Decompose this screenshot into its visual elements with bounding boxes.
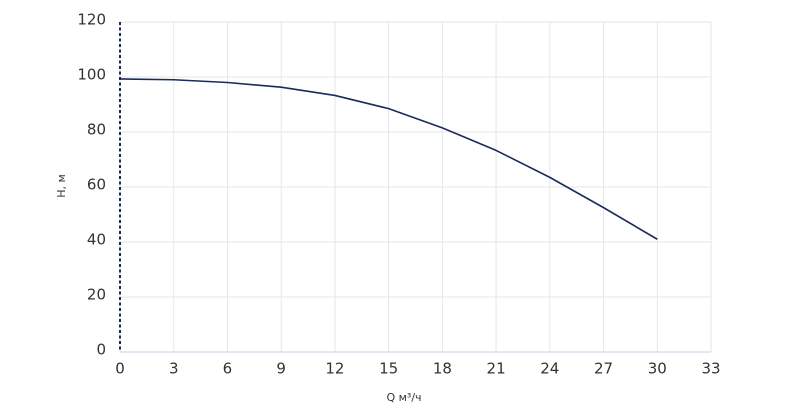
- x-tick-label: 9: [276, 360, 286, 378]
- y-tick-label: 60: [87, 176, 106, 194]
- x-tick-label: 33: [701, 360, 720, 378]
- x-tick-label: 21: [487, 360, 506, 378]
- y-tick-label: 40: [87, 231, 106, 249]
- y-tick-label: 120: [77, 11, 106, 29]
- y-tick-label: 0: [96, 341, 106, 359]
- y-tick-label: 80: [87, 121, 106, 139]
- y-axis-label: H, м: [55, 174, 68, 198]
- y-tick-label: 100: [77, 66, 106, 84]
- x-tick-label: 12: [325, 360, 344, 378]
- y-tick-label: 20: [87, 286, 106, 304]
- x-tick-label: 0: [115, 360, 125, 378]
- x-axis-label: Q м³/ч: [386, 391, 421, 404]
- x-tick-label: 15: [379, 360, 398, 378]
- x-tick-label: 30: [648, 360, 667, 378]
- x-tick-label: 6: [223, 360, 233, 378]
- x-tick-label: 18: [433, 360, 452, 378]
- x-tick-label: 27: [594, 360, 613, 378]
- x-tick-label: 24: [540, 360, 559, 378]
- series-line: [119, 78, 658, 240]
- x-tick-label: 3: [169, 360, 179, 378]
